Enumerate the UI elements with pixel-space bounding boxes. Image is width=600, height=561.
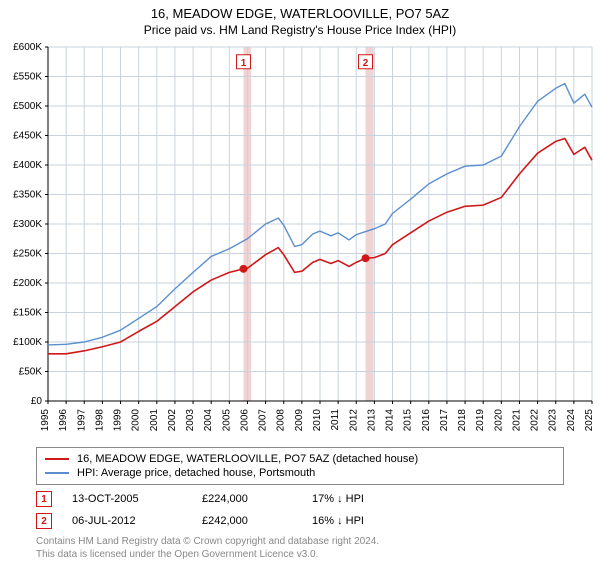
svg-text:1996: 1996 <box>58 409 69 432</box>
sale-price: £242,000 <box>202 515 292 527</box>
svg-text:2024: 2024 <box>566 409 577 432</box>
svg-text:1998: 1998 <box>94 409 105 432</box>
svg-text:2013: 2013 <box>366 409 377 432</box>
legend-item: HPI: Average price, detached house, Port… <box>45 466 555 480</box>
svg-text:£0: £0 <box>31 396 43 407</box>
svg-text:£400K: £400K <box>13 160 42 171</box>
svg-text:2019: 2019 <box>475 409 486 432</box>
legend-label: HPI: Average price, detached house, Port… <box>77 467 315 479</box>
line-chart-svg: £0 £50K £100K £150K £200K £250K £300K £350K £400… <box>0 41 600 441</box>
svg-text:2003: 2003 <box>185 409 196 432</box>
svg-text:2023: 2023 <box>548 409 559 432</box>
svg-text:£150K: £150K <box>13 308 42 319</box>
sales-table: 1 13-OCT-2005 £224,000 17% ↓ HPI 2 06-JUL-201… <box>0 491 600 529</box>
sale-row: 1 13-OCT-2005 £224,000 17% ↓ HPI <box>36 491 564 507</box>
legend-swatch <box>45 472 69 474</box>
svg-text:2011: 2011 <box>330 409 341 431</box>
svg-text:2018: 2018 <box>457 409 468 432</box>
chart-title: 16, MEADOW EDGE, WATERLOOVILLE, PO7 5AZ <box>0 0 600 21</box>
sale-price: £224,000 <box>202 493 292 505</box>
svg-text:2008: 2008 <box>276 409 287 432</box>
svg-text:£600K: £600K <box>13 42 42 53</box>
svg-text:2021: 2021 <box>511 409 522 432</box>
svg-text:£50K: £50K <box>19 367 43 378</box>
svg-text:2012: 2012 <box>348 409 359 432</box>
svg-text:2010: 2010 <box>312 409 323 432</box>
footer-line-2: This data is licensed under the Open Gov… <box>36 548 564 561</box>
sale-hpi-diff: 16% ↓ HPI <box>312 515 402 527</box>
svg-text:1997: 1997 <box>76 409 87 432</box>
svg-text:£350K: £350K <box>13 190 42 201</box>
legend-label: 16, MEADOW EDGE, WATERLOOVILLE, PO7 5AZ … <box>77 453 418 465</box>
svg-text:2016: 2016 <box>421 409 432 432</box>
svg-text:2006: 2006 <box>239 409 250 432</box>
svg-text:2002: 2002 <box>167 409 178 432</box>
chart-plot-area: £0 £50K £100K £150K £200K £250K £300K £350K £400… <box>0 41 600 441</box>
svg-text:£450K: £450K <box>13 131 42 142</box>
svg-text:2: 2 <box>363 58 369 69</box>
svg-text:2007: 2007 <box>258 409 269 432</box>
svg-text:2015: 2015 <box>403 409 414 432</box>
sale-marker-box: 2 <box>36 513 52 529</box>
svg-text:2009: 2009 <box>294 409 305 432</box>
legend-swatch <box>45 458 69 460</box>
svg-text:£550K: £550K <box>13 72 42 83</box>
legend: 16, MEADOW EDGE, WATERLOOVILLE, PO7 5AZ … <box>36 447 564 485</box>
svg-text:2022: 2022 <box>530 409 541 432</box>
sale-marker-box: 1 <box>36 491 52 507</box>
svg-text:1999: 1999 <box>113 409 124 432</box>
svg-text:2004: 2004 <box>203 409 214 432</box>
chart-container: 16, MEADOW EDGE, WATERLOOVILLE, PO7 5AZ … <box>0 0 600 560</box>
svg-text:2017: 2017 <box>439 409 450 432</box>
sale-row: 2 06-JUL-2012 £242,000 16% ↓ HPI <box>36 513 564 529</box>
svg-text:2001: 2001 <box>149 409 160 432</box>
svg-text:2014: 2014 <box>385 409 396 432</box>
svg-text:£100K: £100K <box>13 337 42 348</box>
legend-item: 16, MEADOW EDGE, WATERLOOVILLE, PO7 5AZ … <box>45 452 555 466</box>
svg-text:2020: 2020 <box>493 409 504 432</box>
footer-line-1: Contains HM Land Registry data © Crown c… <box>36 535 564 548</box>
svg-text:1995: 1995 <box>40 409 51 432</box>
svg-text:£250K: £250K <box>13 249 42 260</box>
footer-attribution: Contains HM Land Registry data © Crown c… <box>36 535 564 561</box>
svg-text:2025: 2025 <box>584 409 595 432</box>
sale-date: 06-JUL-2012 <box>72 515 182 527</box>
svg-text:2005: 2005 <box>221 409 232 432</box>
svg-text:£500K: £500K <box>13 101 42 112</box>
svg-text:£200K: £200K <box>13 278 42 289</box>
svg-text:£300K: £300K <box>13 219 42 230</box>
svg-text:2000: 2000 <box>131 409 142 432</box>
sale-date: 13-OCT-2005 <box>72 493 182 505</box>
chart-subtitle: Price paid vs. HM Land Registry's House … <box>0 21 600 41</box>
sale-hpi-diff: 17% ↓ HPI <box>312 493 402 505</box>
svg-text:1: 1 <box>241 58 247 69</box>
